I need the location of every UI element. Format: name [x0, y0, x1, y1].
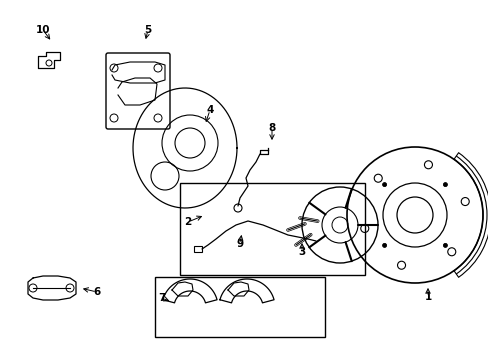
Circle shape	[382, 183, 386, 186]
Text: 6: 6	[93, 287, 101, 297]
Text: 8: 8	[268, 123, 275, 133]
Circle shape	[382, 243, 386, 247]
Bar	[155, 277, 325, 337]
Circle shape	[443, 183, 447, 186]
Text: 1: 1	[424, 292, 431, 302]
Text: 5: 5	[144, 25, 151, 35]
Text: 10: 10	[36, 25, 50, 35]
Text: 9: 9	[236, 239, 243, 249]
Text: 3: 3	[298, 247, 305, 257]
Circle shape	[443, 243, 447, 247]
Bar	[194, 246, 202, 252]
Bar	[180, 183, 364, 275]
Text: 4: 4	[206, 105, 213, 115]
Text: 2: 2	[184, 217, 191, 227]
Text: 7: 7	[158, 293, 165, 303]
